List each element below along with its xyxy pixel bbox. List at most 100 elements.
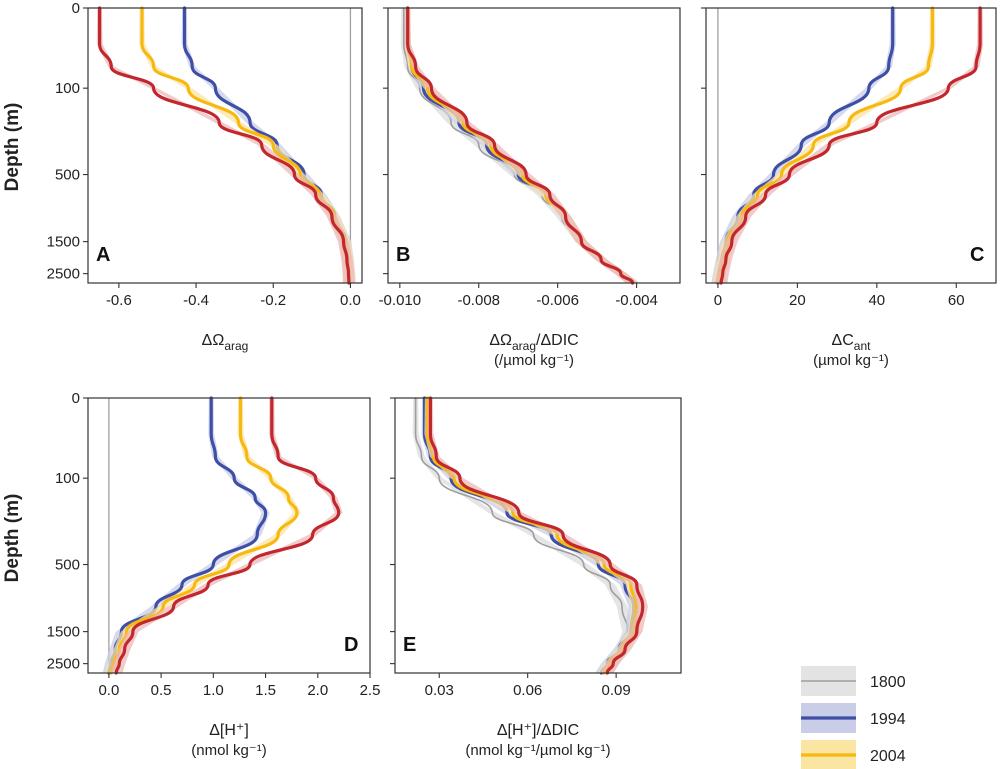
series-2014-line [719,6,982,285]
y-tick-label: 0 [72,0,80,17]
legend-item-1800: 1800 [801,666,906,696]
x-tick-label: -0.008 [457,292,500,309]
panel-letter: A [96,244,110,266]
series-2014-line [406,6,635,285]
plot-frame [705,7,997,284]
x-tick-label: 0.5 [151,682,172,699]
x-axis-label-main: ΔΩ [202,332,225,349]
x-axis-label-subscript: ant [854,339,871,353]
y-tick-label: 2500 [47,266,80,283]
series-1800-uncertainty-band [400,8,640,283]
x-axis-units: (/µmol kg⁻¹) [494,352,574,369]
panel-b: -0.010 -0.008 -0.006 -0.004BΔΩarag/ΔDIC(/µm… [379,6,681,369]
series-2004-line [406,6,635,285]
panel-a: 0 100 500 1500 2500 -0.6 -0.4 -0.2 0.0 A ΔΩarag [47,0,363,353]
panel-letter: B [396,244,410,266]
legend-label: 1800 [870,674,906,691]
series-2004-uncertainty-band [139,8,356,283]
x-axis-label-main: ΔΩ [489,332,512,349]
x-tick-label: 60 [948,292,965,309]
series-2004-uncertainty-band [424,398,643,673]
x-tick-label: -0.006 [536,292,579,309]
series-2014-uncertainty-band [404,8,640,283]
legend: 1800 1994 2004 [801,666,906,769]
plot-frame [87,7,363,284]
x-axis-label: ΔCant [832,332,872,353]
x-axis-label: ΔΩarag/ΔDIC [489,332,578,353]
x-tick-label: 20 [789,292,806,309]
x-tick-label: 0.0 [340,292,361,309]
y-tick-label: 100 [55,470,80,487]
panel-letter: E [403,634,416,656]
x-axis-label: Δ[H⁺] [209,722,249,739]
series-1994-line [406,6,635,285]
y-tick-label: 500 [55,167,80,184]
y-tick-label: 2500 [47,656,80,673]
x-axis-label: Δ[H⁺]/ΔDIC [497,722,579,739]
panel-letter: C [970,244,984,266]
plot-frame [387,7,681,284]
y-tick-label: 500 [55,557,80,574]
series-1800-line [402,7,634,284]
series-2014-line [114,396,341,675]
x-tick-label: 0.03 [425,682,454,699]
series-2014-uncertainty-band [714,8,984,283]
x-axis-label-main: ΔC [832,332,854,349]
legend-label: 1994 [870,711,906,728]
panel-e: 0.03 0.06 0.09 E Δ[H⁺]/ΔDIC (nmol kg⁻¹/µmol k… [390,396,682,759]
panel-d: 0 100 500 1500 2500 0.0 0.5 1.0 1.5 2.0 2.5 D Δ[H⁺] (… [47,390,381,759]
x-axis-label: ΔΩarag [202,332,249,353]
series-2004-line [140,6,351,285]
x-axis-label-main: Δ[H⁺] [209,722,249,739]
x-axis-label-suffix: /ΔDIC [536,332,579,349]
y-tick-label: 1500 [47,624,80,641]
series-2014-line [97,6,351,285]
y-tick-label: 100 [55,80,80,97]
series-1994-uncertainty-band [181,8,356,283]
x-tick-label: 0.06 [513,682,542,699]
x-axis-label-main: Δ[H⁺]/ΔDIC [497,722,579,739]
series-1800-line [414,397,629,674]
series-2014-line [428,396,645,675]
x-tick-label: -0.010 [379,292,422,309]
plot-frame [87,397,371,674]
series-2004-line [109,396,299,675]
x-tick-label: 0.09 [602,682,631,699]
x-tick-label: -0.2 [260,292,286,309]
y-tick-label: 0 [72,390,80,407]
series-2014-uncertainty-band [96,8,355,283]
x-tick-label: 2.0 [307,682,328,699]
x-axis-units: (nmol kg⁻¹/µmol kg⁻¹) [465,742,610,759]
x-tick-label: 1.5 [255,682,276,699]
series-1994-line [422,396,636,675]
x-axis-units: (nmol kg⁻¹) [191,742,266,759]
series-1994-uncertainty-band [421,398,640,673]
x-axis-units: (µmol kg⁻¹) [813,352,889,369]
x-tick-label: 0 [714,292,722,309]
series-1994-uncertainty-band [404,8,640,283]
y-axis-label-top: Depth (m) [2,103,23,192]
series-2004-uncertainty-band [404,8,640,283]
x-tick-label: -0.6 [106,292,132,309]
series-1800-uncertainty-band [412,398,634,673]
series-2014-uncertainty-band [110,398,343,673]
legend-item-2004: 2004 [801,740,906,769]
legend-label: 2004 [870,748,906,765]
x-tick-label: 2.5 [360,682,381,699]
series-1994-line [182,6,352,285]
plot-frame [394,397,682,674]
x-axis-label-subscript: arag [512,339,536,353]
x-tick-label: 0.0 [98,682,119,699]
y-axis-label-bottom: Depth (m) [2,494,23,583]
x-tick-label: 40 [868,292,885,309]
x-tick-label: -0.4 [183,292,209,309]
panel-c: 0 20 40 60 C ΔCant(µmol kg⁻¹) [701,6,997,369]
legend-item-1994: 1994 [801,703,906,733]
x-tick-label: 1.0 [203,682,224,699]
x-tick-label: -0.004 [615,292,658,309]
panel-letter: D [344,634,358,656]
y-tick-label: 1500 [47,234,80,251]
x-axis-label-subscript: arag [224,339,248,353]
